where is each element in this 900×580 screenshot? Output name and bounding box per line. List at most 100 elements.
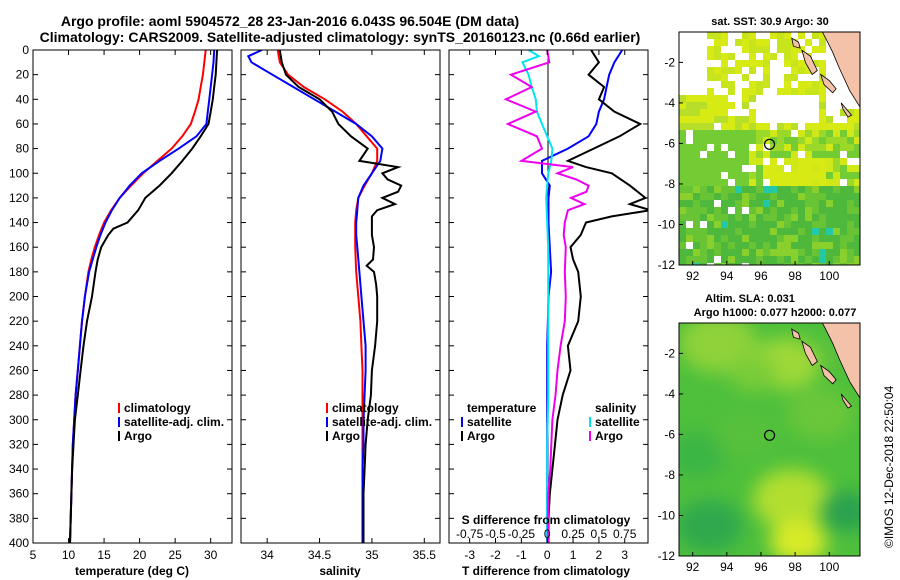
sst-cell	[763, 46, 770, 53]
sst-cell	[721, 207, 728, 214]
sst-cell	[791, 137, 798, 144]
sst-cell	[721, 228, 728, 235]
sst-cell	[854, 186, 860, 193]
sst-cell	[735, 137, 742, 144]
sst-cell	[679, 123, 686, 130]
sst-cell	[700, 263, 707, 265]
sst-cell	[847, 165, 854, 172]
sst-cell	[693, 207, 700, 214]
sst-cell	[791, 249, 798, 256]
sst-cell	[756, 46, 763, 53]
sla-map-subtitle: Argo h1000: 0.077 h2000: 0.077	[694, 307, 857, 319]
sst-cell	[686, 221, 693, 228]
sst-cell	[714, 207, 721, 214]
sst-cell	[742, 179, 749, 186]
sst-cell	[693, 186, 700, 193]
sst-cell	[833, 207, 840, 214]
sst-cell	[763, 151, 770, 158]
salinity-legend-label: climatology	[332, 401, 399, 415]
sst-cell	[735, 123, 742, 130]
sst-cell	[763, 263, 770, 265]
sst-cell	[686, 263, 693, 265]
sst-cell	[749, 263, 756, 265]
sst-cell	[742, 116, 749, 123]
sst-cell	[847, 116, 854, 123]
sst-cell	[770, 228, 777, 235]
sst-cell	[749, 235, 756, 242]
temperature-xtick-label: 25	[168, 548, 182, 562]
sst-cell	[714, 221, 721, 228]
sst-cell	[833, 256, 840, 263]
sst-cell	[714, 116, 721, 123]
sst-cell	[721, 165, 728, 172]
temperature-ytick-label: 280	[9, 388, 29, 402]
sst-cell	[784, 179, 791, 186]
sst-cell	[714, 200, 721, 207]
sst-cell	[812, 207, 819, 214]
sst-cell	[805, 249, 812, 256]
sst-cell	[721, 67, 728, 74]
sst-cell	[686, 144, 693, 151]
sst-cell	[749, 95, 756, 102]
sst-cell	[826, 221, 833, 228]
sst-cell	[812, 88, 819, 95]
sst-cell	[819, 263, 826, 265]
sst-cell	[728, 193, 735, 200]
sst-cell	[749, 46, 756, 53]
sst-cell	[742, 137, 749, 144]
temperature-ytick-label: 60	[16, 117, 30, 131]
sst-cell	[833, 123, 840, 130]
sst-cell	[854, 130, 860, 137]
difference-temperature-legend-label: satellite	[467, 415, 512, 429]
sst-cell	[700, 235, 707, 242]
sst-cell	[686, 116, 693, 123]
sst-cell	[840, 256, 847, 263]
sst-cell	[812, 228, 819, 235]
sst-cell	[693, 256, 700, 263]
sst-cell	[763, 235, 770, 242]
sst-cell	[791, 200, 798, 207]
sst-cell	[686, 256, 693, 263]
sst-cell	[854, 172, 860, 179]
sst-map-ytick-label: -2	[664, 55, 675, 69]
sst-cell	[735, 193, 742, 200]
sst-cell	[714, 95, 721, 102]
temperature-line-climatology	[69, 50, 207, 543]
salinity-axes-box	[240, 49, 441, 544]
sst-cell	[728, 186, 735, 193]
sst-cell	[840, 242, 847, 249]
sla-anomaly-blob	[679, 432, 727, 477]
sst-cell	[833, 158, 840, 165]
sst-cell	[791, 242, 798, 249]
sst-cell	[798, 81, 805, 88]
sst-cell	[735, 235, 742, 242]
salinity-difference-tick-label: -0.25	[508, 527, 536, 541]
sst-cell	[840, 200, 847, 207]
sst-cell	[826, 214, 833, 221]
sst-cell	[805, 88, 812, 95]
sst-cell	[854, 151, 860, 158]
sst-cell	[798, 242, 805, 249]
sst-cell	[721, 214, 728, 221]
sst-cell	[714, 137, 721, 144]
sst-cell	[714, 214, 721, 221]
sst-cell	[805, 200, 812, 207]
sst-cell	[679, 179, 686, 186]
temperature-ytick-label: 40	[16, 92, 30, 106]
sst-map-xtick-label: 100	[819, 269, 839, 283]
sst-cell	[763, 228, 770, 235]
sst-cell	[721, 123, 728, 130]
sst-cell	[735, 186, 742, 193]
sst-cell	[749, 221, 756, 228]
sst-cell	[847, 214, 854, 221]
sst-cell	[819, 123, 826, 130]
sst-cell	[798, 158, 805, 165]
sst-cell	[735, 158, 742, 165]
sst-cell	[700, 228, 707, 235]
sla-map-island	[819, 364, 837, 385]
sst-cell	[763, 221, 770, 228]
sst-cell	[693, 137, 700, 144]
sla-anomaly-blob	[752, 469, 831, 530]
sst-cell	[679, 137, 686, 144]
sst-cell	[700, 242, 707, 249]
